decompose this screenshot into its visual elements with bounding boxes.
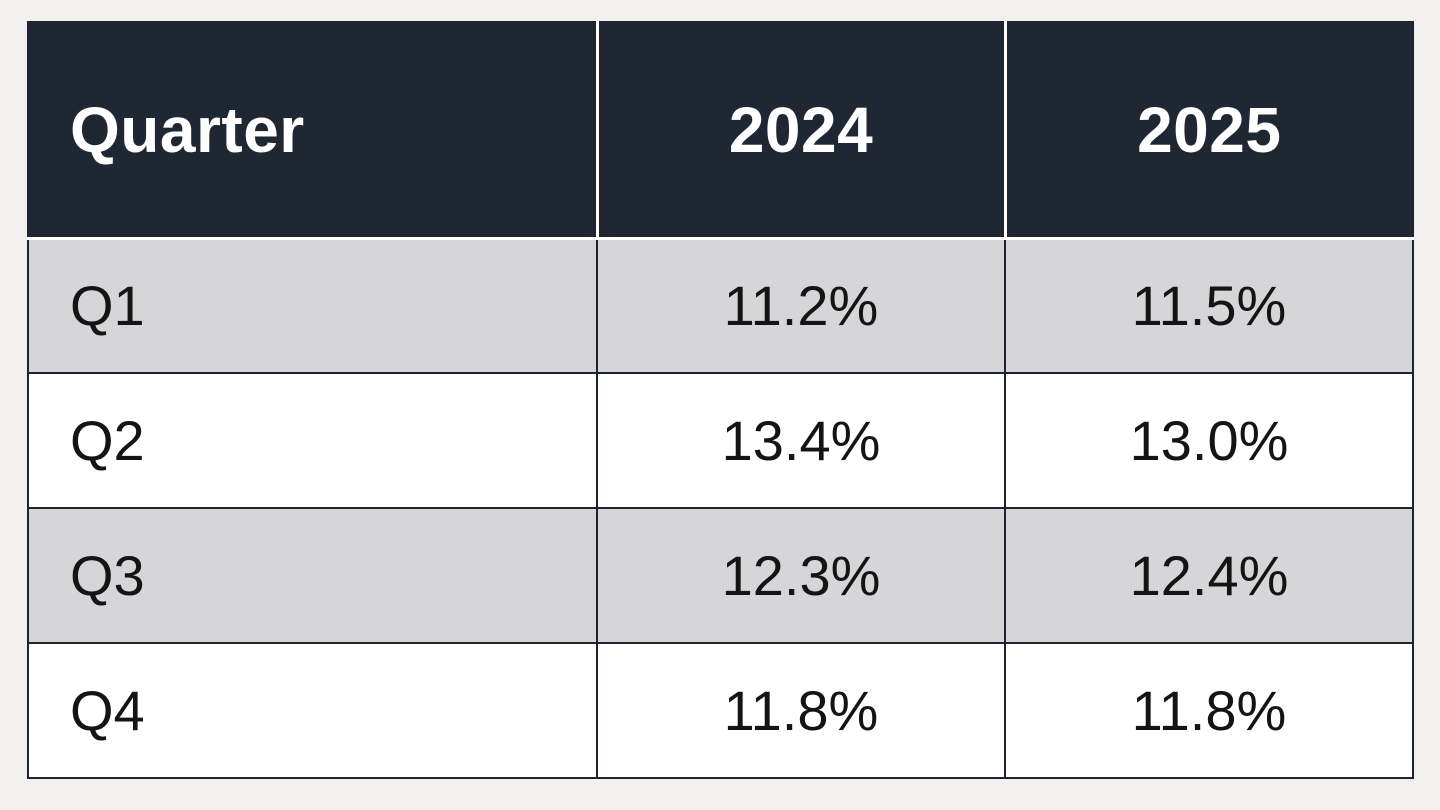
table-row-q2: Q2 13.4% 13.0% [27, 372, 1414, 509]
column-header-2025: 2025 [1005, 22, 1414, 240]
cell-quarter-label: Q2 [27, 372, 598, 509]
cell-value-2025: 11.8% [1004, 642, 1414, 779]
table-row-q3: Q3 12.3% 12.4% [27, 507, 1414, 644]
cell-value-2024: 13.4% [596, 372, 1006, 509]
quarterly-table-container: Quarter 2024 2025 Q1 11.2% 11.5% Q2 13.4… [27, 21, 1414, 779]
quarterly-performance-table: Quarter 2024 2025 Q1 11.2% 11.5% Q2 13.4… [27, 21, 1414, 779]
table-row-q1: Q1 11.2% 11.5% [27, 237, 1414, 374]
cell-value-2024: 11.2% [596, 237, 1006, 374]
cell-value-2024: 11.8% [596, 642, 1006, 779]
cell-quarter-label: Q3 [27, 507, 598, 644]
cell-value-2025: 12.4% [1004, 507, 1414, 644]
cell-quarter-label: Q1 [27, 237, 598, 374]
column-header-quarter: Quarter [28, 22, 599, 240]
cell-value-2025: 11.5% [1004, 237, 1414, 374]
header-row: Quarter 2024 2025 [28, 22, 1414, 240]
column-header-2024: 2024 [597, 22, 1007, 240]
table-header: Quarter 2024 2025 [28, 22, 1414, 240]
cell-value-2024: 12.3% [596, 507, 1006, 644]
cell-quarter-label: Q4 [27, 642, 598, 779]
table-body: Q1 11.2% 11.5% Q2 13.4% 13.0% Q3 12.3% 1… [27, 237, 1414, 779]
cell-value-2025: 13.0% [1004, 372, 1414, 509]
table-row-q4: Q4 11.8% 11.8% [27, 642, 1414, 779]
